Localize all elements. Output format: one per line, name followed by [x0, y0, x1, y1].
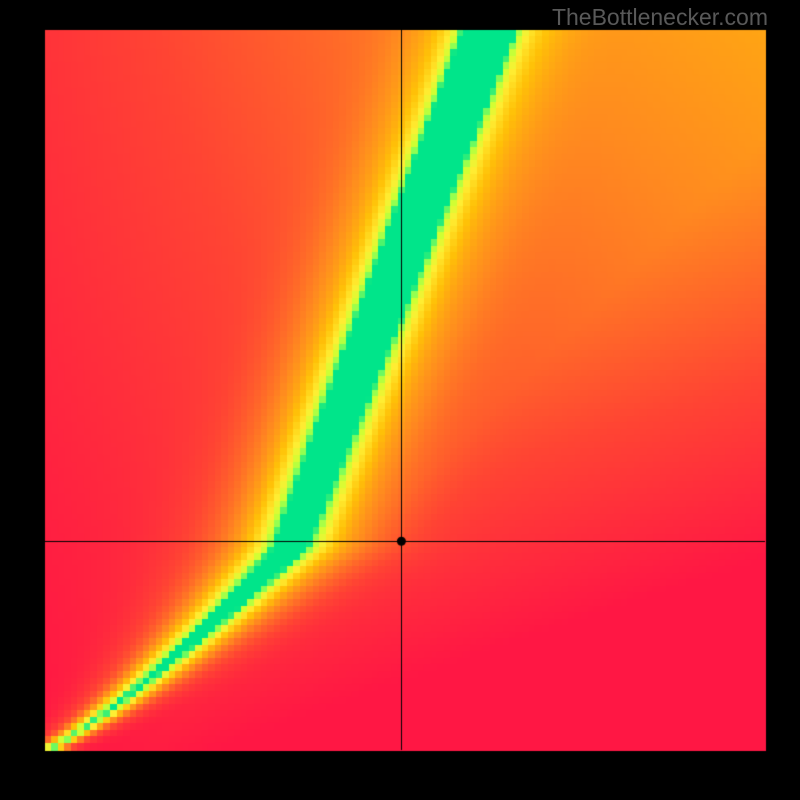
chart-root: TheBottlenecker.com [0, 0, 800, 800]
watermark-text: TheBottlenecker.com [552, 4, 768, 31]
bottleneck-heatmap [0, 0, 800, 800]
